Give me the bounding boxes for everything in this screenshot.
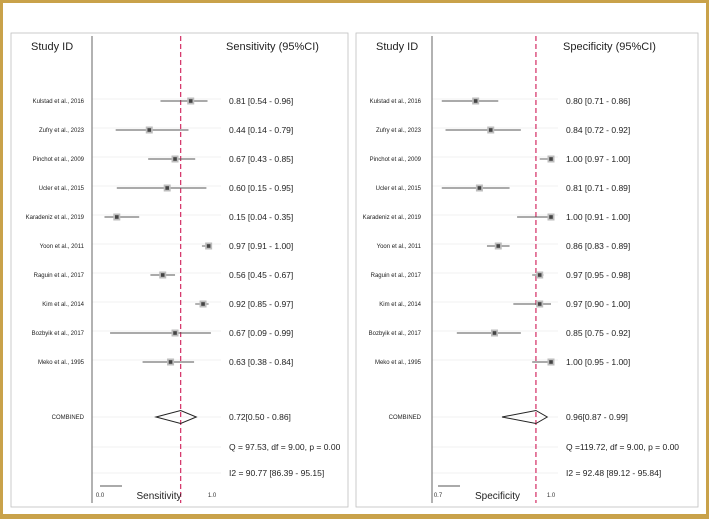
study-ci-label: 0.15 [0.04 - 0.35] (229, 212, 293, 222)
study-ci-label: 0.80 [0.71 - 0.86] (566, 96, 630, 106)
study-name: Raguin et al., 2017 (371, 273, 422, 279)
forest-panel-sensitivity: Study ID Sensitivity (95%CI) Kulstad et al… (10, 32, 349, 508)
study-ci-label: 0.85 [0.75 - 0.92] (566, 328, 630, 338)
estimate-point (115, 215, 119, 219)
x-tick-label: 0.7 (434, 493, 443, 499)
estimate-point (201, 302, 205, 306)
estimate-point (173, 331, 177, 335)
study-ci-label: 0.67 [0.43 - 0.85] (229, 154, 293, 164)
estimate-point (549, 215, 553, 219)
study-ci-label: 0.86 [0.83 - 0.89] (566, 241, 630, 251)
study-name: Karadeniz et al., 2019 (26, 215, 85, 221)
study-ci-label: 1.00 [0.95 - 1.00] (566, 357, 630, 367)
study-ci-label: 0.97 [0.91 - 1.00] (229, 241, 293, 251)
study-ci-label: 0.63 [0.38 - 0.84] (229, 357, 293, 367)
study-id-header: Study ID (376, 41, 418, 53)
x-tick-label: 1.0 (547, 493, 556, 499)
combined-ci-label: 0.72[0.50 - 0.86] (229, 412, 291, 422)
study-ci-label: 0.44 [0.14 - 0.79] (229, 125, 293, 135)
estimate-point (477, 186, 482, 190)
estimate-point (537, 273, 542, 277)
study-name: Meko et al., 1995 (375, 360, 422, 366)
study-ci-label: 0.81 [0.71 - 0.89] (566, 183, 630, 193)
study-ci-label: 1.00 [0.91 - 1.00] (566, 212, 630, 222)
forest-plots: Study ID Sensitivity (95%CI) Kulstad et al… (10, 32, 699, 508)
study-ci-label: 0.81 [0.54 - 0.96] (229, 96, 293, 106)
study-name: Zufry et al., 2023 (39, 128, 85, 134)
estimate-point (173, 157, 177, 161)
study-id-header: Study ID (31, 41, 73, 53)
i2-statistic: I2 = 92.48 [89.12 - 95.84] (566, 468, 661, 478)
value-header: Specificity (95%CI) (563, 41, 656, 53)
panel-border (10, 32, 349, 508)
study-ci-label: 0.97 [0.95 - 0.98] (566, 270, 630, 280)
estimate-point (168, 360, 173, 364)
study-name: Yoon et al., 2011 (40, 244, 85, 250)
estimate-point (537, 302, 542, 306)
study-ci-label: 0.67 [0.09 - 0.99] (229, 328, 293, 338)
study-name: Zufry et al., 2023 (376, 128, 422, 134)
estimate-point (160, 273, 165, 277)
study-name: Kim et al., 2014 (379, 302, 421, 308)
combined-label: COMBINED (389, 415, 422, 421)
study-name: Pinchot et al., 2009 (370, 157, 422, 163)
study-name: Ucler et al., 2015 (376, 186, 422, 192)
x-tick-label: 1.0 (208, 493, 217, 499)
study-name: Meko et al., 1995 (38, 360, 85, 366)
study-ci-label: 0.56 [0.45 - 0.67] (229, 270, 293, 280)
study-ci-label: 1.00 [0.97 - 1.00] (566, 154, 630, 164)
study-name: Kim et al., 2014 (42, 302, 84, 308)
combined-diamond (154, 409, 198, 425)
estimate-point (492, 331, 497, 335)
combined-ci-label: 0.96[0.87 - 0.99] (566, 412, 628, 422)
x-axis-label: Specificity (475, 491, 520, 502)
estimate-point (473, 99, 478, 103)
study-ci-label: 0.92 [0.85 - 0.97] (229, 299, 293, 309)
estimate-point (147, 128, 152, 132)
study-name: Kulstad et al., 2016 (370, 99, 422, 105)
estimate-point (496, 244, 501, 248)
estimate-point (549, 360, 553, 364)
forest-panel-specificity: Study ID Specificity (95%CI) Kulstad et al… (355, 32, 699, 508)
study-name: Bozbyik et al., 2017 (369, 331, 422, 337)
study-ci-label: 0.97 [0.90 - 1.00] (566, 299, 630, 309)
study-name: Karadeniz et al., 2019 (363, 215, 422, 221)
value-header: Sensitivity (95%CI) (226, 41, 319, 53)
study-name: Kulstad et al., 2016 (33, 99, 85, 105)
estimate-point (549, 157, 553, 161)
estimate-point (188, 99, 193, 103)
study-name: Bozbyik et al., 2017 (32, 331, 85, 337)
study-ci-label: 0.60 [0.15 - 0.95] (229, 183, 293, 193)
q-statistic: Q = 97.53, df = 9.00, p = 0.00 (229, 442, 341, 452)
i2-statistic: I2 = 90.77 [86.39 - 95.15] (229, 468, 324, 478)
x-axis-label: Sensitivity (136, 491, 181, 502)
combined-label: COMBINED (52, 415, 85, 421)
study-name: Raguin et al., 2017 (34, 273, 85, 279)
study-name: Ucler et al., 2015 (39, 186, 85, 192)
estimate-point (206, 244, 211, 248)
x-tick-label: 0.0 (96, 493, 105, 499)
panel-border (355, 32, 699, 508)
study-ci-label: 0.84 [0.72 - 0.92] (566, 125, 630, 135)
study-name: Pinchot et al., 2009 (33, 157, 85, 163)
study-name: Yoon et al., 2011 (377, 244, 422, 250)
q-statistic: Q =119.72, df = 9.00, p = 0.00 (566, 442, 679, 452)
estimate-point (165, 186, 169, 190)
estimate-point (488, 128, 493, 132)
combined-diamond (501, 409, 549, 425)
figure-frame: Study ID Sensitivity (95%CI) Kulstad et al… (3, 3, 706, 514)
